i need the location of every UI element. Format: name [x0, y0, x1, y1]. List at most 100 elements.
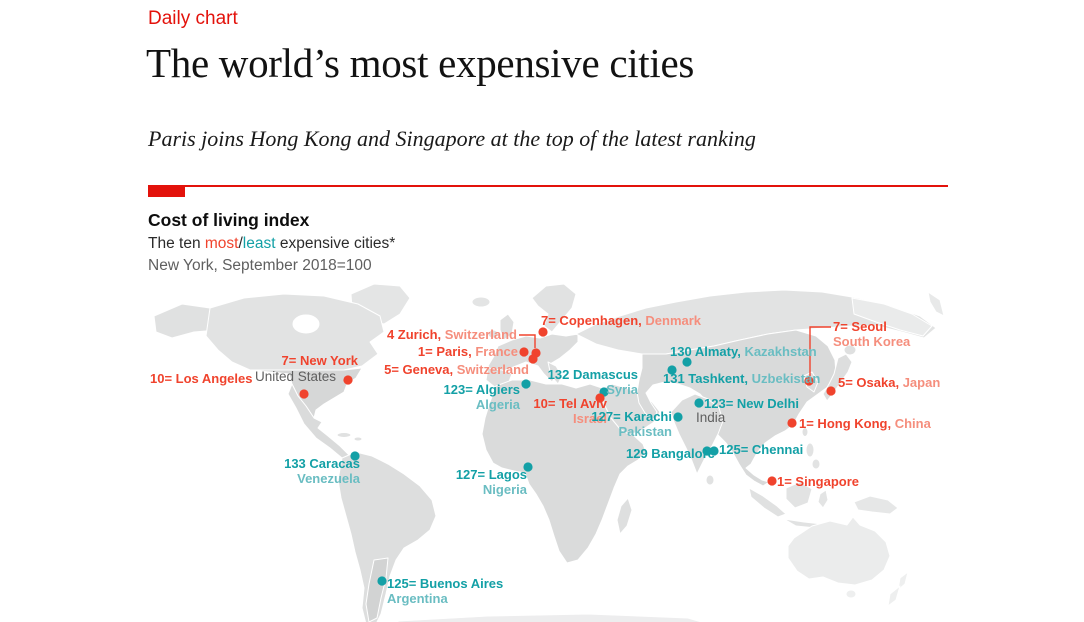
bangalore-dot	[702, 446, 712, 456]
chennai-dot	[709, 446, 719, 456]
united-states-geo-label: United States	[255, 369, 337, 384]
copenhagen-label: 7= Copenhagen, Denmark	[541, 313, 701, 328]
new-york-dot	[343, 375, 353, 385]
hong-kong-dot	[787, 418, 797, 428]
geneva-dot	[528, 354, 538, 364]
chart-subtitle-suffix: expensive cities*	[275, 235, 396, 252]
buenos-aires-dot	[377, 576, 387, 586]
paris-dot	[519, 347, 529, 357]
red-rule	[148, 185, 948, 187]
kicker: Daily chart	[148, 8, 238, 29]
tel-aviv-dot	[595, 393, 605, 403]
geneva-label: 5= Geneva, Switzerland	[384, 362, 529, 377]
caracas-rank-city: 133 Caracas	[284, 456, 360, 471]
bangalore-label: 129 Bangalore	[626, 446, 715, 461]
world-map-svg	[153, 283, 945, 622]
world-map: 7= New York 10= Los Angeles 7= Copenhagen,…	[148, 272, 1084, 622]
chart-subtitle-least: least	[242, 235, 276, 252]
tashkent-label: 131 Tashkent, Uzbekistan	[663, 371, 820, 386]
almaty-dot	[682, 357, 692, 367]
geneva-rank-city: 5= Geneva,	[384, 362, 454, 377]
seoul-rank-city: 7= Seoul	[833, 319, 887, 334]
new-york-label: 7= New York	[282, 353, 358, 368]
seoul-dot	[804, 376, 814, 386]
zurich-label: 4 Zurich, Switzerland	[387, 327, 517, 342]
algiers-country: Algeria	[475, 397, 520, 412]
karachi-rank-city: 127= Karachi	[591, 409, 672, 424]
algiers-rank-city: 123= Algiers	[443, 382, 520, 397]
caracas-label: 133 Caracas Venezuela	[284, 456, 360, 486]
osaka-rank-city: 5= Osaka,	[838, 375, 900, 390]
hong-kong-country: China	[891, 416, 931, 431]
copenhagen-country: Denmark	[641, 313, 702, 328]
lagos-label: 127= Lagos Nigeria	[456, 467, 527, 497]
algiers-dot	[521, 379, 531, 389]
singapore-rank-city: 1= Singapore	[777, 474, 859, 489]
geneva-country: Switzerland	[453, 362, 529, 377]
chart-subtitle-prefix: The ten	[148, 235, 205, 252]
new-delhi-rank-city: 123= New Delhi	[704, 396, 800, 411]
zurich-country: Switzerland	[441, 327, 517, 342]
los-angeles-label: 10= Los Angeles	[150, 371, 252, 386]
red-tab	[148, 185, 185, 197]
caracas-country: Venezuela	[297, 471, 360, 486]
tashkent-country: Uzbekistan	[748, 371, 821, 386]
page-title: The world’s most expensive cities	[146, 40, 695, 86]
tashkent-dot	[667, 365, 677, 375]
chart-title: Cost of living index	[148, 210, 310, 230]
chart-subtitle: The ten most/least expensive cities*	[148, 235, 395, 253]
connector-layer	[519, 326, 831, 376]
almaty-country: Kazakhstan	[740, 344, 817, 359]
karachi-label: 127= Karachi Pakistan	[591, 409, 672, 439]
seoul-label: 7= Seoul South Korea	[833, 319, 910, 349]
tashkent-rank-city: 131 Tashkent,	[663, 371, 749, 386]
buenos-aires-country: Argentina	[387, 591, 448, 606]
almaty-label: 130 Almaty, Kazakhstan	[670, 344, 817, 359]
chart-subtitle-most: most	[204, 235, 239, 252]
chennai-rank-city: 125= Chennai	[719, 442, 804, 457]
copenhagen-dot	[538, 327, 548, 337]
chart-note: New York, September 2018=100	[148, 257, 372, 274]
karachi-country: Pakistan	[618, 424, 672, 439]
karachi-dot	[673, 412, 683, 422]
buenos-aires-label: 125= Buenos Aires Argentina	[387, 576, 503, 606]
paris-country: France	[471, 344, 518, 359]
los-angeles-dot	[299, 389, 309, 399]
new-delhi-label: 123= New Delhi	[704, 396, 799, 411]
continents	[153, 283, 945, 622]
chart-subtitle-slash: /	[238, 235, 243, 252]
page-subtitle: Paris joins Hong Kong and Singapore at t…	[148, 126, 756, 151]
damascus-label: 132 Damascus Syria	[548, 367, 638, 397]
hong-kong-rank-city: 1= Hong Kong,	[799, 416, 892, 431]
dot-layer	[299, 327, 836, 586]
lagos-rank-city: 127= Lagos	[455, 467, 527, 482]
seoul-country: South Korea	[833, 334, 911, 349]
osaka-country: Japan	[899, 375, 941, 390]
osaka-dot	[826, 386, 836, 396]
paris-label: 1= Paris, France	[418, 344, 518, 359]
copenhagen-rank-city: 7= Copenhagen,	[541, 313, 642, 328]
chennai-label: 125= Chennai	[719, 442, 803, 457]
los-angeles-rank-city: 10= Los Angeles	[150, 371, 253, 386]
singapore-dot	[767, 476, 777, 486]
tel-aviv-country: Israel	[573, 411, 607, 426]
seoul-connector	[809, 326, 831, 376]
damascus-country: Syria	[606, 382, 638, 397]
tel-aviv-rank-city: 10= Tel Aviv	[533, 396, 607, 411]
lagos-country: Nigeria	[482, 482, 527, 497]
bangalore-rank-city: 129 Bangalore	[626, 446, 715, 461]
hong-kong-label: 1= Hong Kong, China	[799, 416, 931, 431]
paris-rank-city: 1= Paris,	[417, 344, 472, 359]
india-geo-label: India	[696, 410, 726, 425]
new-delhi-dot	[694, 398, 704, 408]
buenos-aires-rank-city: 125= Buenos Aires	[387, 576, 504, 591]
damascus-rank-city: 132 Damascus	[547, 367, 638, 382]
zurich-rank-city: 4 Zurich,	[386, 327, 442, 342]
algiers-label: 123= Algiers Algeria	[444, 382, 520, 412]
singapore-label: 1= Singapore	[777, 474, 859, 489]
new-york-rank-city: 7= New York	[281, 353, 358, 368]
osaka-label: 5= Osaka, Japan	[838, 375, 940, 390]
tel-aviv-label: 10= Tel Aviv Israel	[533, 396, 607, 426]
zurich-connector	[519, 334, 536, 348]
caracas-dot	[350, 451, 360, 461]
